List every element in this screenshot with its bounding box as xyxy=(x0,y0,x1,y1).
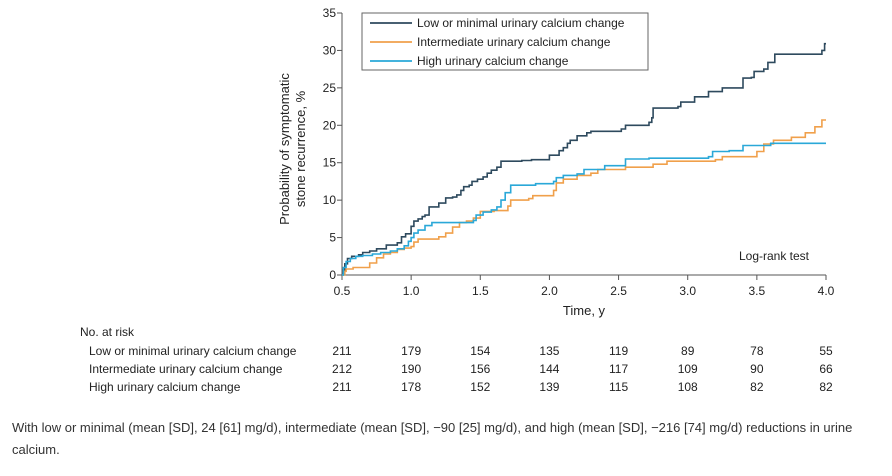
legend-label-2: Intermediate urinary calcium change xyxy=(417,35,611,49)
risk-value: 154 xyxy=(470,344,490,358)
legend-label-3: High urinary calcium change xyxy=(417,54,569,68)
y-tick-label: 30 xyxy=(323,43,337,57)
risk-value: 90 xyxy=(750,362,764,376)
log-rank-annotation: Log-rank test xyxy=(739,249,810,263)
figure-caption: With low or minimal (mean [SD], 24 [61] … xyxy=(12,420,853,457)
x-tick-label: 3.0 xyxy=(679,284,696,298)
risk-value: 55 xyxy=(819,344,833,358)
risk-value: 109 xyxy=(678,362,698,376)
curves-layer xyxy=(342,42,826,276)
y-tick-label: 20 xyxy=(323,118,337,132)
risk-value: 179 xyxy=(401,344,421,358)
risk-row-label: Intermediate urinary calcium change xyxy=(89,362,283,376)
risk-value: 78 xyxy=(750,344,764,358)
risk-value: 139 xyxy=(539,380,559,394)
x-tick-label: 0.5 xyxy=(334,284,351,298)
y-tick-label: 25 xyxy=(323,81,337,95)
series-line-1 xyxy=(342,42,826,276)
risk-value: 115 xyxy=(609,380,628,394)
x-tick-label: 1.5 xyxy=(472,284,489,298)
labels-layer: Time, y Probability of symptomatic stone r… xyxy=(277,73,810,318)
y-tick-label: 0 xyxy=(329,268,336,282)
risk-value: 135 xyxy=(539,344,559,358)
risk-value: 82 xyxy=(819,380,833,394)
risk-row-label: Low or minimal urinary calcium change xyxy=(89,344,297,358)
risk-value: 66 xyxy=(819,362,833,376)
series-line-3 xyxy=(342,142,826,276)
risk-value: 211 xyxy=(332,380,351,394)
series-line-2 xyxy=(342,119,826,276)
x-axis-title: Time, y xyxy=(563,303,606,318)
risk-value: 117 xyxy=(609,362,628,376)
risk-value: 211 xyxy=(332,344,351,358)
x-tick-label: 3.5 xyxy=(749,284,766,298)
y-tick-label: 35 xyxy=(323,6,337,20)
risk-value: 212 xyxy=(332,362,352,376)
risk-value: 152 xyxy=(470,380,490,394)
risk-value: 119 xyxy=(609,344,628,358)
y-axis-title-line1: Probability of symptomatic xyxy=(277,73,292,225)
y-axis-title-line2: stone recurrence, % xyxy=(293,90,308,207)
risk-value: 89 xyxy=(681,344,695,358)
x-tick-label: 4.0 xyxy=(818,284,835,298)
x-tick-label: 1.0 xyxy=(403,284,420,298)
x-tick-label: 2.5 xyxy=(610,284,627,298)
x-tick-label: 2.0 xyxy=(541,284,558,298)
y-tick-label: 10 xyxy=(323,193,337,207)
risk-row-label: High urinary calcium change xyxy=(89,380,241,394)
risk-value: 178 xyxy=(401,380,421,394)
legend: Low or minimal urinary calcium change Int… xyxy=(361,12,649,71)
axes-layer: 0 5 10 15 20 25 30 35 0.5 1.0 1.5 2.0 2.5 3.0 3.5 4.0 xyxy=(323,6,835,298)
risk-value: 82 xyxy=(750,380,764,394)
risk-value: 156 xyxy=(470,362,490,376)
y-tick-label: 5 xyxy=(329,231,336,245)
legend-label-1: Low or minimal urinary calcium change xyxy=(417,16,625,30)
y-tick-label: 15 xyxy=(323,156,337,170)
risk-value: 108 xyxy=(678,380,698,394)
risk-table: No. at risk Low or minimal urinary calciu… xyxy=(80,325,833,394)
risk-value: 190 xyxy=(401,362,421,376)
risk-value: 144 xyxy=(539,362,559,376)
risk-table-header: No. at risk xyxy=(80,325,135,339)
